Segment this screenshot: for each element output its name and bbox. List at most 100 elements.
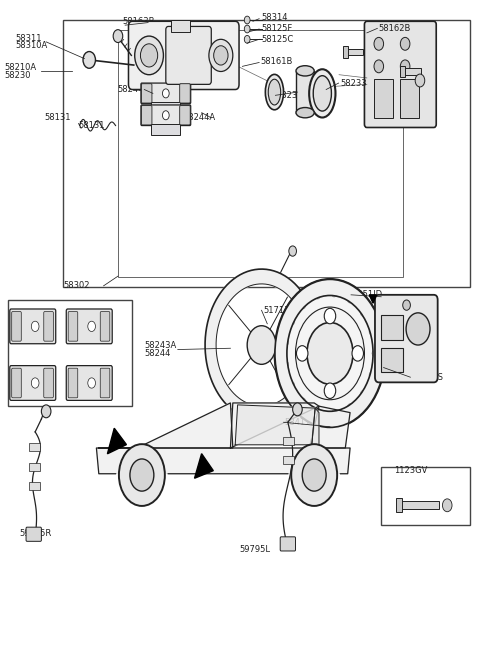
Circle shape (284, 339, 288, 346)
Ellipse shape (296, 108, 314, 118)
Ellipse shape (313, 75, 331, 111)
Text: 58310A: 58310A (15, 41, 48, 50)
Bar (381, 348, 403, 372)
FancyBboxPatch shape (180, 106, 190, 125)
Circle shape (135, 36, 163, 75)
FancyBboxPatch shape (142, 84, 152, 103)
Circle shape (244, 35, 250, 43)
Circle shape (324, 308, 336, 324)
Bar (381, 468, 470, 525)
Text: 51711: 51711 (263, 306, 289, 315)
Circle shape (360, 310, 365, 316)
Circle shape (88, 378, 96, 388)
Text: 58233: 58233 (340, 79, 367, 88)
Bar (29, 482, 40, 490)
Circle shape (374, 37, 384, 50)
Text: 58161B: 58161B (261, 57, 293, 66)
FancyBboxPatch shape (129, 21, 239, 90)
Circle shape (119, 444, 165, 506)
Circle shape (113, 30, 123, 43)
Bar (400, 66, 405, 77)
Bar (400, 79, 420, 118)
Circle shape (307, 322, 353, 384)
Circle shape (400, 37, 410, 50)
Ellipse shape (268, 79, 281, 105)
Circle shape (352, 346, 363, 361)
Text: 58235C: 58235C (276, 91, 309, 100)
Text: 1220FS: 1220FS (412, 373, 444, 382)
Bar (29, 444, 40, 452)
Bar (374, 79, 393, 118)
Bar (283, 457, 294, 464)
Ellipse shape (296, 66, 314, 76)
Circle shape (209, 39, 233, 72)
Bar (170, 20, 190, 32)
Circle shape (247, 326, 276, 364)
Bar (152, 124, 180, 135)
Circle shape (403, 300, 410, 310)
FancyBboxPatch shape (100, 312, 110, 341)
Circle shape (244, 25, 250, 33)
Circle shape (348, 297, 352, 303)
Circle shape (369, 328, 374, 335)
Text: 58302: 58302 (63, 281, 89, 290)
Polygon shape (369, 295, 376, 303)
Circle shape (214, 46, 228, 65)
Circle shape (293, 403, 302, 416)
Bar (343, 46, 348, 58)
Circle shape (130, 459, 154, 491)
FancyBboxPatch shape (10, 309, 56, 344)
Text: 59795R: 59795R (20, 529, 52, 538)
Polygon shape (235, 405, 315, 445)
Circle shape (374, 60, 384, 73)
Polygon shape (310, 406, 350, 448)
FancyBboxPatch shape (12, 368, 21, 398)
Circle shape (284, 361, 288, 368)
Circle shape (301, 303, 306, 309)
Bar (118, 30, 403, 277)
Text: 58163B: 58163B (123, 17, 155, 26)
Text: 58131: 58131 (79, 121, 105, 130)
Circle shape (141, 44, 157, 67)
Circle shape (88, 321, 96, 332)
Bar (283, 437, 294, 445)
Circle shape (302, 459, 326, 491)
Circle shape (324, 383, 336, 399)
FancyBboxPatch shape (375, 295, 438, 382)
Polygon shape (96, 448, 350, 473)
FancyBboxPatch shape (280, 537, 296, 551)
Text: 58162B: 58162B (379, 24, 411, 33)
Circle shape (332, 410, 336, 416)
Circle shape (289, 246, 297, 256)
Polygon shape (205, 269, 312, 421)
Polygon shape (99, 403, 233, 448)
Circle shape (290, 319, 295, 325)
FancyBboxPatch shape (141, 83, 191, 104)
FancyBboxPatch shape (364, 21, 436, 128)
Text: 58311: 58311 (15, 34, 42, 43)
Circle shape (297, 346, 308, 361)
Text: 58125C: 58125C (262, 35, 294, 44)
Ellipse shape (265, 74, 284, 110)
FancyBboxPatch shape (26, 527, 41, 541)
FancyBboxPatch shape (142, 106, 152, 125)
Circle shape (41, 405, 51, 418)
Circle shape (31, 378, 39, 388)
Polygon shape (230, 403, 319, 448)
Text: 58210A: 58210A (4, 63, 36, 72)
Wedge shape (288, 468, 340, 502)
Bar (403, 68, 421, 75)
Text: 58131: 58131 (45, 114, 71, 123)
Circle shape (315, 408, 320, 414)
FancyBboxPatch shape (68, 368, 78, 398)
Polygon shape (108, 428, 126, 454)
Polygon shape (312, 408, 319, 445)
Circle shape (301, 398, 306, 404)
Circle shape (415, 74, 425, 87)
Bar (152, 103, 180, 113)
Circle shape (360, 390, 365, 397)
Circle shape (83, 52, 96, 68)
Text: 58244: 58244 (144, 349, 171, 358)
Circle shape (400, 60, 410, 73)
Circle shape (406, 313, 430, 345)
